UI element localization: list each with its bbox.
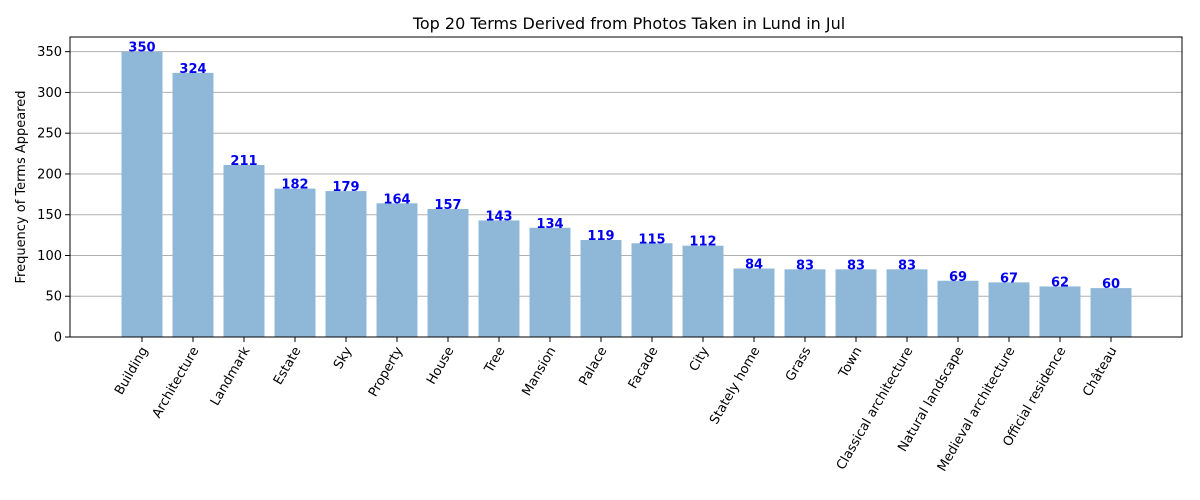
y-tick-labels: 0 50 100 150 200 250 300 350 bbox=[37, 45, 62, 345]
x-tick-label-house: House bbox=[424, 345, 457, 388]
x-tick-label-tree: Tree bbox=[481, 345, 508, 377]
x-tick-label-palace: Palace bbox=[576, 345, 610, 389]
bar-house bbox=[427, 209, 469, 337]
data-label-13: 83 bbox=[796, 258, 814, 273]
bar-tree bbox=[478, 220, 520, 337]
bar-official-residence bbox=[1039, 286, 1081, 337]
bar-landmark bbox=[223, 164, 265, 337]
data-label-4: 179 bbox=[332, 180, 359, 195]
bar-mansion bbox=[529, 227, 571, 337]
data-label-19: 60 bbox=[1102, 277, 1120, 292]
data-label-14: 83 bbox=[847, 258, 865, 273]
data-label-11: 112 bbox=[689, 235, 716, 250]
y-tick-label-150: 150 bbox=[37, 208, 62, 223]
plot-frame bbox=[69, 36, 1183, 338]
x-tick-label-ch-teau: Château bbox=[1080, 345, 1120, 400]
data-label-0: 350 bbox=[128, 41, 155, 56]
y-tick-label-300: 300 bbox=[37, 86, 62, 101]
x-tick-label-grass: Grass bbox=[783, 344, 815, 384]
x-tick-label-sky: Sky bbox=[331, 344, 356, 372]
bar-architecture bbox=[172, 72, 214, 337]
data-label-18: 62 bbox=[1051, 275, 1069, 290]
x-tick-label-city: City bbox=[687, 344, 713, 374]
data-label-5: 164 bbox=[383, 192, 410, 207]
y-axis-title: Frequency of Terms Appeared bbox=[14, 90, 29, 283]
x-tick-label-stately-home: Stately home bbox=[707, 344, 763, 427]
data-label-3: 182 bbox=[281, 178, 308, 193]
data-label-1: 324 bbox=[179, 62, 206, 77]
x-tick-label-landmark: Landmark bbox=[208, 344, 254, 408]
bar-natural-landscape bbox=[937, 280, 979, 337]
y-tick-label-200: 200 bbox=[37, 167, 62, 182]
bar-town bbox=[835, 269, 877, 337]
bar-sky bbox=[325, 191, 367, 337]
data-label-12: 84 bbox=[745, 258, 763, 273]
bar-property bbox=[376, 203, 418, 337]
y-tick-label-50: 50 bbox=[45, 290, 62, 305]
y-tick-label-0: 0 bbox=[54, 331, 62, 346]
data-label-9: 119 bbox=[587, 229, 614, 244]
y-tick-label-250: 250 bbox=[37, 127, 62, 142]
data-label-10: 115 bbox=[638, 232, 665, 247]
data-label-17: 67 bbox=[1000, 271, 1018, 286]
bar-city bbox=[682, 245, 724, 337]
data-label-15: 83 bbox=[898, 258, 916, 273]
data-label-8: 134 bbox=[536, 217, 563, 232]
y-tick-label-350: 350 bbox=[37, 45, 62, 60]
bars bbox=[121, 51, 1132, 337]
axes bbox=[65, 36, 1183, 342]
x-tick-label-architecture: Architecture bbox=[150, 345, 203, 421]
bar-building bbox=[121, 51, 163, 337]
chart-title: Top 20 Terms Derived from Photos Taken i… bbox=[412, 14, 845, 33]
data-label-16: 69 bbox=[949, 270, 967, 285]
bar-stately-home bbox=[733, 268, 775, 337]
bar-facade bbox=[631, 243, 673, 337]
x-tick-label-building: Building bbox=[112, 345, 151, 398]
bar-medieval-architecture bbox=[988, 282, 1030, 337]
bar-estate bbox=[274, 188, 316, 337]
y-tick-label-100: 100 bbox=[37, 249, 62, 264]
bar-classical-architecture bbox=[886, 269, 928, 337]
x-tick-label-facade: Facade bbox=[626, 345, 662, 392]
data-label-2: 211 bbox=[230, 154, 257, 169]
bar-palace bbox=[580, 239, 622, 337]
data-label-6: 157 bbox=[434, 198, 461, 213]
data-label-7: 143 bbox=[485, 209, 512, 224]
x-tick-label-property: Property bbox=[366, 344, 407, 399]
x-tick-label-estate: Estate bbox=[271, 345, 305, 388]
bar-grass bbox=[784, 269, 826, 337]
x-tick-label-town: Town bbox=[836, 345, 866, 382]
bar-ch-teau bbox=[1090, 288, 1132, 337]
x-tick-label-mansion: Mansion bbox=[519, 345, 559, 399]
data-labels: 350 324 211 182 179 164 157 143 134 119 115 112 84 83… bbox=[128, 41, 1120, 292]
